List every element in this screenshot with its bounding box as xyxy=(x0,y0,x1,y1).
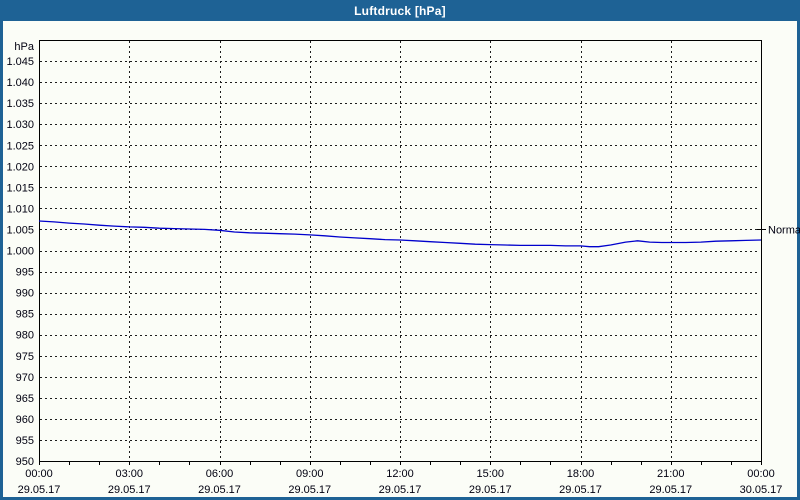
y-axis-tick-label: 1.005 xyxy=(6,224,34,236)
y-axis-tick-label: 980 xyxy=(16,330,34,342)
x-axis-date-label: 29.05.17 xyxy=(108,484,151,496)
y-axis-tick-label: 1.025 xyxy=(6,140,34,152)
x-axis-date-label: 30.05.17 xyxy=(740,484,783,496)
y-axis-tick-label: 1.040 xyxy=(6,77,34,89)
x-axis-time-label: 09:00 xyxy=(296,468,324,480)
x-axis-date-label: 29.05.17 xyxy=(198,484,241,496)
window-title: Luftdruck [hPa] xyxy=(354,3,446,18)
y-axis-tick-label: 1.020 xyxy=(6,161,34,173)
x-axis-time-label: 18:00 xyxy=(567,468,595,480)
x-axis-time-label: 12:00 xyxy=(386,468,414,480)
x-axis-time-label: 00:00 xyxy=(747,468,775,480)
x-axis-time-label: 03:00 xyxy=(115,468,143,480)
y-axis-tick-label: 950 xyxy=(16,456,34,468)
x-axis-date-label: 29.05.17 xyxy=(18,484,61,496)
x-axis-date-label: 29.05.17 xyxy=(288,484,331,496)
x-axis-date-label: 29.05.17 xyxy=(379,484,422,496)
x-axis-time-label: 06:00 xyxy=(206,468,234,480)
pressure-series-line xyxy=(38,220,762,248)
x-axis-time-label: 21:00 xyxy=(657,468,685,480)
y-axis-tick-label: 960 xyxy=(16,414,34,426)
y-axis-tick-label: 1.015 xyxy=(6,182,34,194)
y-axis-tick-label: 1.030 xyxy=(6,119,34,131)
y-axis-tick-label: 995 xyxy=(16,267,34,279)
y-axis-tick-label: 955 xyxy=(16,435,34,447)
y-axis-tick-label: 1.045 xyxy=(6,56,34,68)
normal-marker-label: Normal xyxy=(768,224,800,236)
x-axis-date-label: 29.05.17 xyxy=(649,484,692,496)
y-axis-tick-label: 965 xyxy=(16,393,34,405)
x-axis-time-label: 15:00 xyxy=(476,468,504,480)
y-axis-tick-label: 1.000 xyxy=(6,246,34,258)
x-axis-date-label: 29.05.17 xyxy=(559,484,602,496)
y-axis-tick-label: 985 xyxy=(16,309,34,321)
y-axis-tick-label: 970 xyxy=(16,372,34,384)
x-axis-time-label: 00:00 xyxy=(25,468,53,480)
y-axis-tick-label: 990 xyxy=(16,288,34,300)
x-axis-date-label: 29.05.17 xyxy=(469,484,512,496)
y-axis-unit-label: hPa xyxy=(14,41,34,53)
y-axis-tick-label: 975 xyxy=(16,351,34,363)
title-bar[interactable]: Luftdruck [hPa] xyxy=(0,0,800,21)
y-axis-tick-label: 1.010 xyxy=(6,203,34,215)
y-axis-tick-label: 1.035 xyxy=(6,98,34,110)
